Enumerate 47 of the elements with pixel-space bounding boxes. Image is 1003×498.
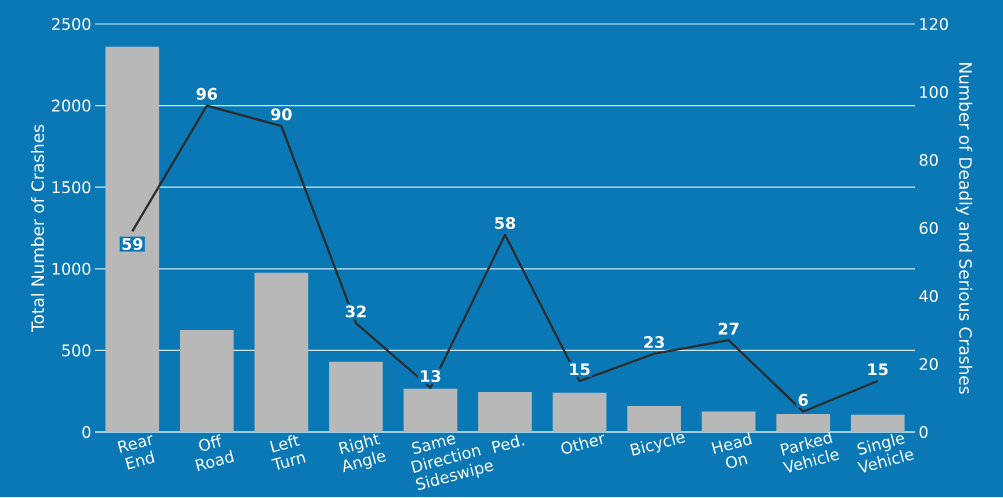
x-tick-label: Single Vehicle xyxy=(857,433,914,473)
y2-tick-label: 100 xyxy=(920,86,948,99)
x-tick-label: Right Angle xyxy=(338,433,386,473)
x-tick-label: Parked Vehicle xyxy=(780,430,840,473)
bar xyxy=(552,392,607,433)
y-tick-label: 500 xyxy=(62,344,91,357)
bar xyxy=(701,411,756,433)
y2-tick-label: 0 xyxy=(919,426,928,439)
y2-tick-label: 40 xyxy=(919,290,938,303)
bar xyxy=(403,388,458,433)
y2-tick-label: 60 xyxy=(919,222,938,235)
data-label: 32 xyxy=(345,305,366,318)
bar xyxy=(627,405,681,433)
bar xyxy=(776,414,831,433)
x-tick-label: Rear End xyxy=(117,435,155,470)
y-tick-label: 2500 xyxy=(52,18,91,31)
bar xyxy=(105,46,160,433)
data-label: 59 xyxy=(122,238,143,251)
data-label: 23 xyxy=(644,336,664,349)
bar xyxy=(478,392,532,433)
data-label: 15 xyxy=(868,363,888,376)
x-tick-label: Ped. xyxy=(491,434,525,454)
data-label: 27 xyxy=(718,322,739,335)
data-label: 13 xyxy=(421,370,441,383)
y2-axis-title: Number of Deadly and Serious Crashes xyxy=(955,63,973,394)
x-tick-label: Other xyxy=(561,434,605,454)
y2-tick-label: 20 xyxy=(919,358,938,371)
x-tick-label: Left Turn xyxy=(269,434,306,470)
bar xyxy=(254,272,309,433)
y2-tick-label: 120 xyxy=(920,18,948,31)
bar xyxy=(179,330,234,433)
x-tick-label: Head On xyxy=(711,432,752,469)
data-label: 58 xyxy=(495,217,516,230)
y-tick-label: 0 xyxy=(82,426,91,439)
x-tick-label: Bicycle xyxy=(630,432,686,456)
y-axis-title: Total Number of Crashes xyxy=(30,124,45,333)
x-tick-label: Off Road xyxy=(195,434,234,472)
y-tick-label: 2000 xyxy=(52,99,91,112)
data-label: 6 xyxy=(798,393,808,406)
data-label: 90 xyxy=(271,108,292,121)
bar xyxy=(329,361,383,433)
y-tick-label: 1500 xyxy=(52,181,91,194)
y-tick-label: 1000 xyxy=(52,262,91,275)
y2-tick-label: 80 xyxy=(919,154,938,167)
bar xyxy=(850,414,905,433)
data-label: 15 xyxy=(570,363,590,376)
data-label: 96 xyxy=(196,87,218,100)
